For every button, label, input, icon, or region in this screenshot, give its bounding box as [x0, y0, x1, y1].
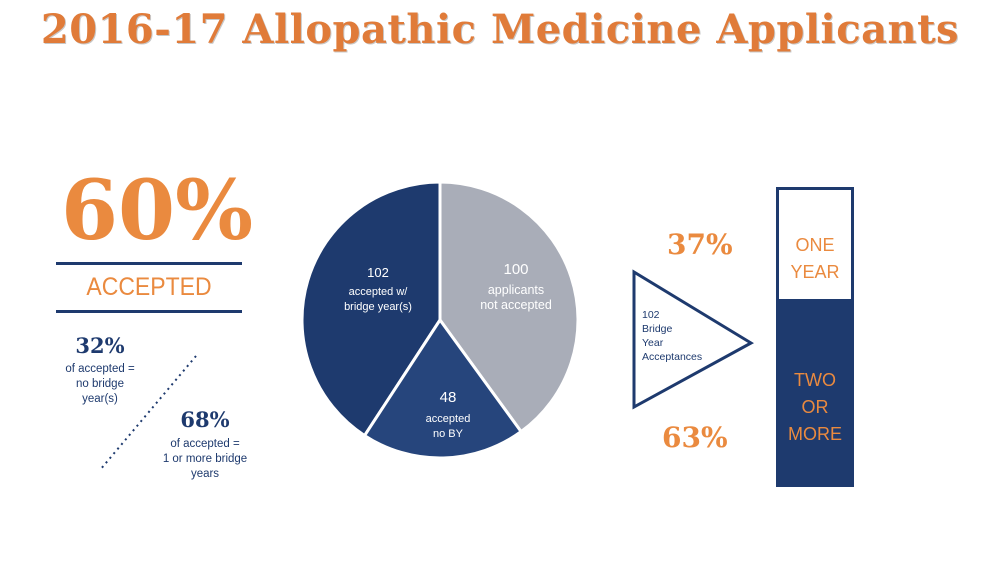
pie-slice [438, 180, 580, 434]
pie-slice [362, 317, 524, 460]
pie-slice-label: 100 [503, 261, 528, 278]
bridge-caption: of accepted = 1 or more bridge years [145, 437, 265, 482]
two-or-more-percent: 63% [662, 421, 728, 454]
caption-line: years [190, 468, 220, 480]
one-year-label: ONE YEAR [779, 232, 851, 286]
pie-slice-label: accepted w/ [349, 286, 409, 298]
two-or-more-segment [779, 298, 851, 484]
dotted-divider [99, 355, 197, 471]
bridge-triangle [632, 269, 755, 410]
bridge-percent: 68% [180, 407, 230, 432]
caption-line: of accepted = [170, 438, 240, 450]
triangle-line: 102 [642, 309, 660, 321]
caption-line: no bridge [76, 378, 124, 390]
pie-slice-label: 102 [367, 265, 389, 280]
triangle-line: Bridge [642, 323, 673, 335]
stacked-bar: ONE YEAR TWO OR MORE [776, 187, 854, 487]
no-bridge-caption: of accepted = no bridge year(s) [45, 362, 155, 407]
page-title: 2016-17 Allopathic Medicine Applicants [40, 6, 960, 53]
divider-top [56, 262, 242, 265]
triangle-line: Acceptances [642, 351, 702, 363]
caption-line: year(s) [82, 393, 118, 405]
bar-label-line: TWO [794, 370, 836, 390]
one-year-percent: 37% [667, 228, 733, 261]
bar-label-line: YEAR [790, 262, 840, 282]
caption-line: of accepted = [65, 363, 135, 375]
pie-slice-label: bridge year(s) [344, 301, 412, 313]
pie-slice-label: 48 [440, 389, 457, 406]
triangle-line: Year [642, 337, 664, 349]
bar-label-line: OR [801, 397, 829, 417]
pie-slice-label: applicants [488, 283, 544, 297]
bar-label-line: ONE [795, 235, 835, 255]
accepted-percent: 60% [60, 163, 254, 259]
pie-slice-label: accepted [426, 413, 471, 425]
caption-line: 1 or more bridge [162, 453, 248, 465]
accepted-label: ACCEPTED [86, 273, 212, 301]
two-or-more-label: TWO OR MORE [779, 367, 851, 448]
no-bridge-percent: 32% [75, 333, 125, 358]
bar-label-line: MORE [788, 424, 842, 444]
divider-bottom [56, 310, 242, 313]
pie-slice-label: no BY [433, 428, 464, 440]
pie-slice-label: not accepted [480, 298, 552, 312]
